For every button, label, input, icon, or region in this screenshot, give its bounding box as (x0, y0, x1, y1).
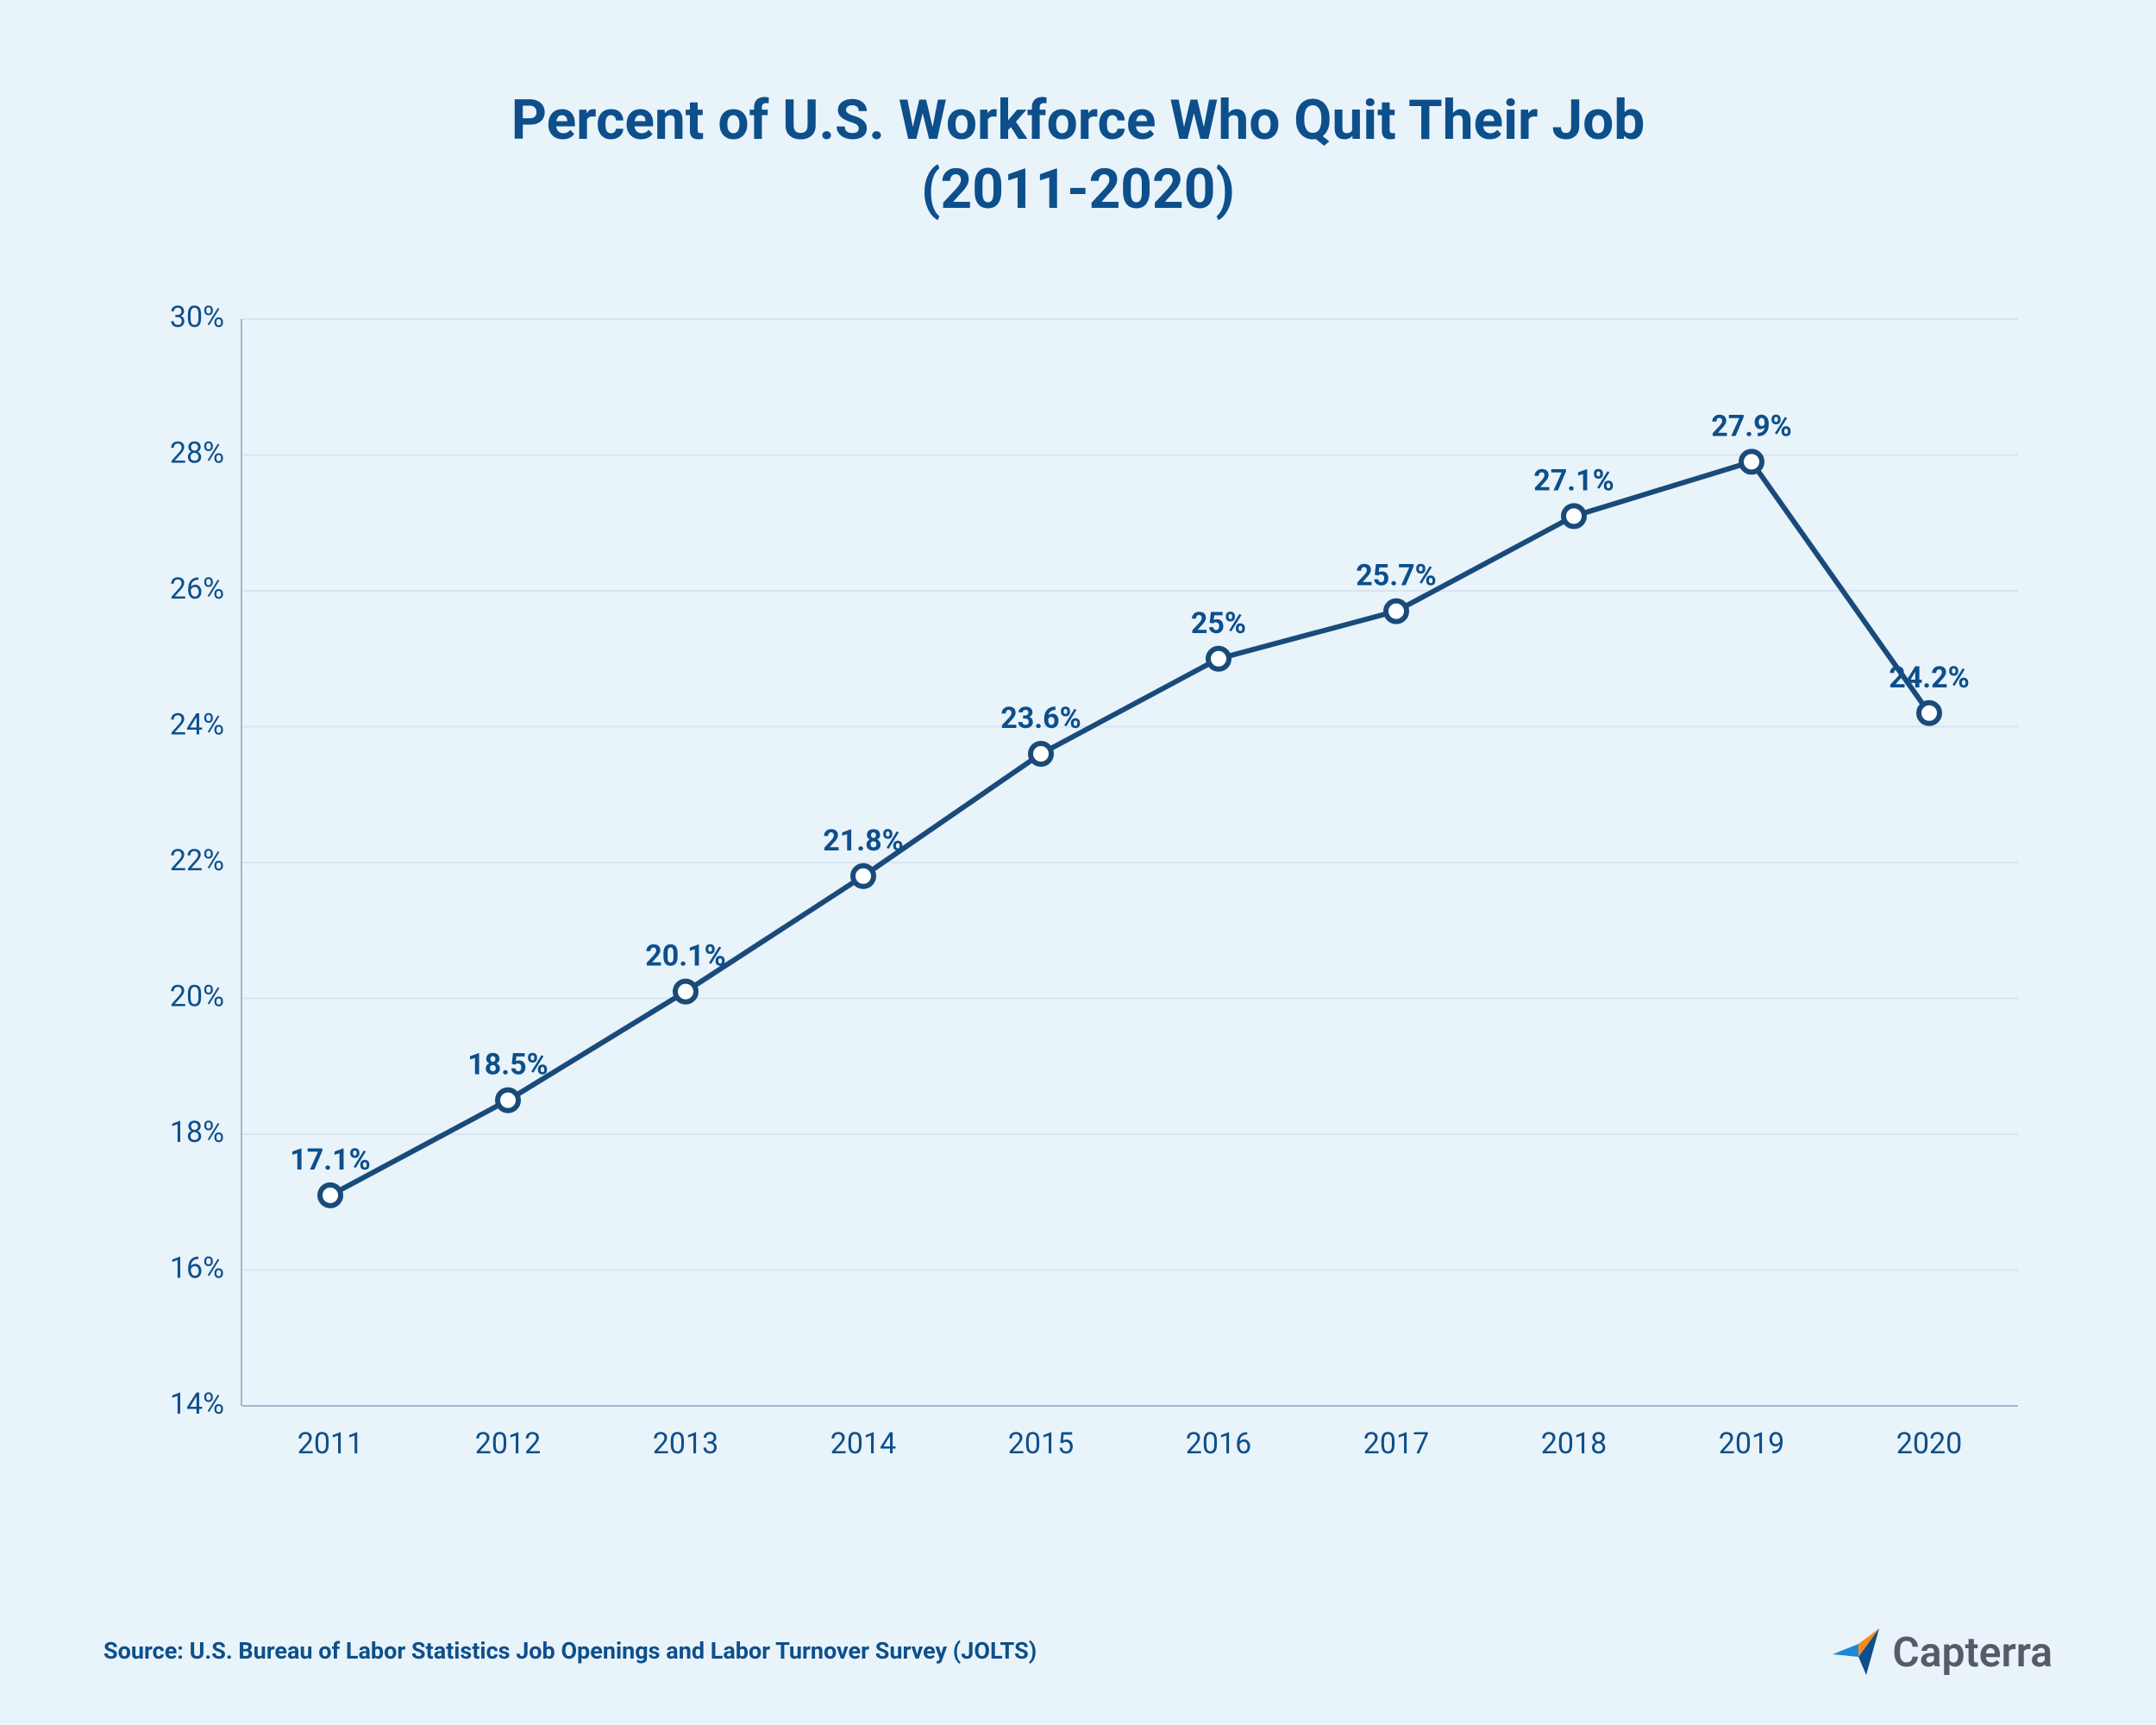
chart-area: 14% 16% 18% 20% 22% 24% 26% 28% 30% 2011 2012 2013 2… (103, 276, 2070, 1501)
data-label: 25.7% (1356, 559, 1437, 593)
y-tick-label: 30% (170, 300, 224, 335)
x-tick-label: 2019 (1719, 1427, 1784, 1461)
y-tick-label: 24% (170, 707, 224, 742)
chart-title-line2: (2011-2020) (921, 157, 1235, 222)
data-marker (498, 1090, 518, 1111)
brand-logo-block: Capterra (1830, 1626, 2053, 1678)
data-label: 20.1% (645, 939, 726, 974)
x-tick-label: 2014 (830, 1427, 896, 1461)
data-marker (1031, 743, 1051, 764)
line-chart-svg: 14% 16% 18% 20% 22% 24% 26% 28% 30% 2011 2012 2013 2… (103, 276, 2070, 1501)
data-marker (1386, 601, 1407, 622)
data-label: 23.6% (1000, 701, 1081, 736)
data-marker (1208, 649, 1229, 669)
x-tick-label: 2016 (1186, 1427, 1251, 1461)
data-marker (1741, 451, 1762, 472)
brand-name: Capterra (1892, 1628, 2053, 1677)
data-marker (853, 866, 874, 887)
data-label: 27.9% (1711, 409, 1792, 443)
x-tick-label: 2017 (1363, 1427, 1429, 1461)
y-tick-label: 26% (170, 572, 224, 606)
y-tick-label: 16% (170, 1251, 224, 1285)
data-marker (675, 982, 696, 1002)
y-tick-label: 20% (170, 979, 224, 1013)
source-attribution: Source: U.S. Bureau of Labor Statistics … (103, 1637, 1037, 1665)
y-tick-label: 28% (170, 436, 224, 470)
chart-title-line1: Percent of U.S. Workforce Who Quit Their… (511, 88, 1645, 153)
x-tick-label: 2015 (1008, 1427, 1074, 1461)
x-tick-label: 2013 (653, 1427, 718, 1461)
data-line (330, 461, 1929, 1195)
x-tick-label: 2011 (298, 1427, 363, 1461)
data-label: 25% (1191, 606, 1246, 641)
data-label: 17.1% (290, 1143, 371, 1177)
data-label: 21.8% (823, 824, 904, 858)
data-marker (1919, 703, 1940, 724)
data-label: 18.5% (467, 1048, 548, 1082)
chart-title: Percent of U.S. Workforce Who Quit Their… (103, 86, 2053, 224)
x-tick-label: 2012 (475, 1427, 541, 1461)
y-tick-label: 14% (170, 1387, 224, 1421)
x-tick-label: 2018 (1541, 1427, 1607, 1461)
capterra-arrow-icon (1830, 1626, 1882, 1678)
infographic-container: Percent of U.S. Workforce Who Quit Their… (0, 0, 2156, 1725)
data-marker (320, 1185, 341, 1206)
x-tick-label: 2020 (1896, 1427, 1962, 1461)
data-label: 24.2% (1889, 661, 1970, 695)
y-tick-label: 22% (170, 844, 224, 878)
y-tick-label: 18% (170, 1115, 224, 1150)
data-label: 27.1% (1533, 463, 1614, 498)
data-marker (1564, 505, 1584, 526)
